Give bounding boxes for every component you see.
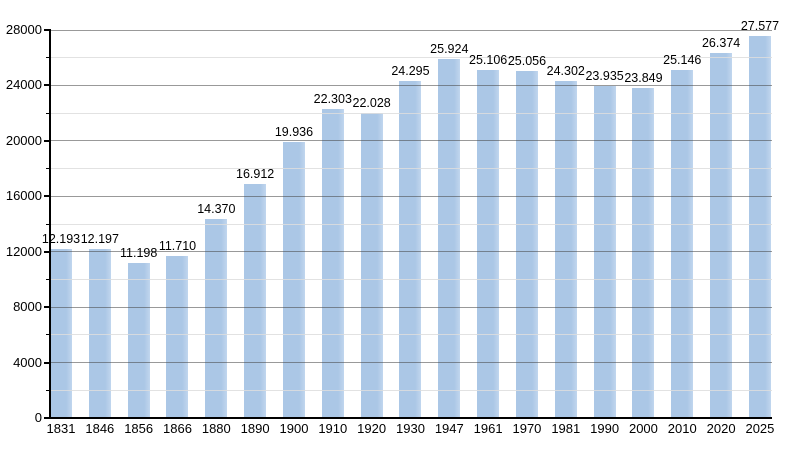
- x-tick-label: 2020: [706, 421, 736, 436]
- y-tick-label: 0: [34, 410, 42, 425]
- x-tick-label: 1970: [512, 421, 542, 436]
- bar-value-label: 26.374: [701, 35, 741, 50]
- bar-value-label: 12.197: [80, 231, 119, 246]
- y-tick-label: 4000: [13, 354, 42, 370]
- bar-value-label: 25.056: [507, 53, 547, 68]
- bar-value-label: 24.302: [546, 64, 585, 79]
- major-gridline: [50, 29, 772, 31]
- bar-value-label: 12.193: [41, 232, 81, 247]
- bar: [632, 87, 655, 418]
- major-gridline: [50, 84, 772, 86]
- minor-gridline: [50, 112, 772, 114]
- bar: [554, 81, 577, 418]
- x-tick-label: 1961: [473, 421, 503, 436]
- bar: [321, 108, 344, 418]
- bar: [50, 249, 72, 418]
- x-tick-label: 1981: [551, 421, 581, 436]
- y-major-tick: [44, 29, 50, 31]
- y-tick-label: 16000: [5, 188, 42, 204]
- y-minor-tick: [46, 278, 50, 280]
- x-tick-label: 2025: [745, 421, 775, 436]
- x-tick-label: 2010: [667, 421, 697, 436]
- y-major-tick: [44, 84, 50, 87]
- bar: [748, 35, 771, 418]
- bar-value-label: 22.028: [352, 95, 391, 110]
- y-major-tick: [44, 195, 50, 198]
- minor-gridline: [50, 168, 772, 170]
- minor-gridline: [50, 389, 772, 391]
- bar-value-label: 25.146: [663, 52, 702, 67]
- x-tick-label: 1930: [396, 421, 425, 436]
- major-gridline: [50, 251, 772, 253]
- y-major-tick: [44, 139, 50, 142]
- bar-value-label: 11.710: [158, 238, 197, 253]
- bar: [710, 52, 733, 418]
- bar-value-label: 23.849: [624, 70, 663, 85]
- bar: [127, 262, 150, 418]
- major-gridline: [50, 362, 772, 364]
- bar-value-label: 16.912: [236, 166, 275, 181]
- bar: [244, 183, 267, 418]
- bar-value-label: 22.303: [313, 91, 352, 106]
- x-tick-label: 1856: [124, 421, 154, 436]
- minor-gridline: [50, 57, 772, 59]
- y-tick-label: 28000: [5, 22, 42, 37]
- major-gridline: [50, 140, 772, 142]
- y-major-tick: [44, 361, 50, 364]
- x-tick-label: 1990: [590, 421, 620, 436]
- bar-value-label: 19.936: [274, 124, 314, 139]
- bar-value-label: 25.924: [430, 41, 469, 56]
- x-tick-label: 1846: [85, 421, 115, 436]
- x-tick-label: 1910: [318, 421, 348, 436]
- bar: [438, 58, 461, 418]
- y-minor-tick: [46, 168, 50, 170]
- y-tick-label: 8000: [13, 299, 42, 315]
- y-minor-tick: [46, 223, 50, 225]
- bar-value-label: 11.198: [120, 245, 158, 260]
- bar-value-label: 14.370: [197, 201, 236, 216]
- bar: [399, 81, 422, 418]
- y-minor-tick: [46, 334, 50, 336]
- bar-value-label: 25.106: [469, 53, 508, 68]
- major-gridline: [50, 195, 772, 197]
- y-tick-label: 12000: [5, 243, 42, 259]
- y-tick-label: 24000: [5, 77, 42, 93]
- x-tick-label: 1831: [46, 421, 76, 436]
- major-gridline: [50, 306, 772, 308]
- y-minor-tick: [46, 112, 50, 114]
- bar-value-label: 23.935: [585, 69, 624, 84]
- y-major-tick: [44, 250, 50, 253]
- x-tick-label: 1890: [240, 421, 270, 436]
- bar: [166, 255, 189, 418]
- bar: [515, 70, 538, 418]
- x-tick-label: 2000: [628, 421, 658, 436]
- x-tick-label: 1880: [201, 421, 231, 436]
- y-minor-tick: [46, 389, 50, 391]
- x-tick-label: 1866: [163, 421, 192, 436]
- bar: [671, 69, 694, 418]
- y-major-tick: [44, 417, 50, 419]
- bar: [88, 248, 111, 418]
- y-minor-tick: [46, 57, 50, 59]
- y-axis-line: [49, 29, 51, 419]
- bar: [205, 218, 228, 418]
- bar: [360, 112, 383, 418]
- minor-gridline: [50, 223, 772, 225]
- x-tick-label: 1947: [434, 421, 464, 436]
- bar-value-label: 24.295: [391, 64, 430, 79]
- x-tick-label: 1920: [357, 421, 387, 436]
- minor-gridline: [50, 334, 772, 336]
- minor-gridline: [50, 278, 772, 280]
- y-major-tick: [44, 306, 50, 309]
- x-tick-label: 1900: [279, 421, 309, 436]
- y-tick-label: 20000: [5, 132, 42, 148]
- bar: [477, 70, 500, 418]
- bar-value-label: 27.577: [740, 18, 780, 33]
- x-axis-line: [49, 417, 772, 419]
